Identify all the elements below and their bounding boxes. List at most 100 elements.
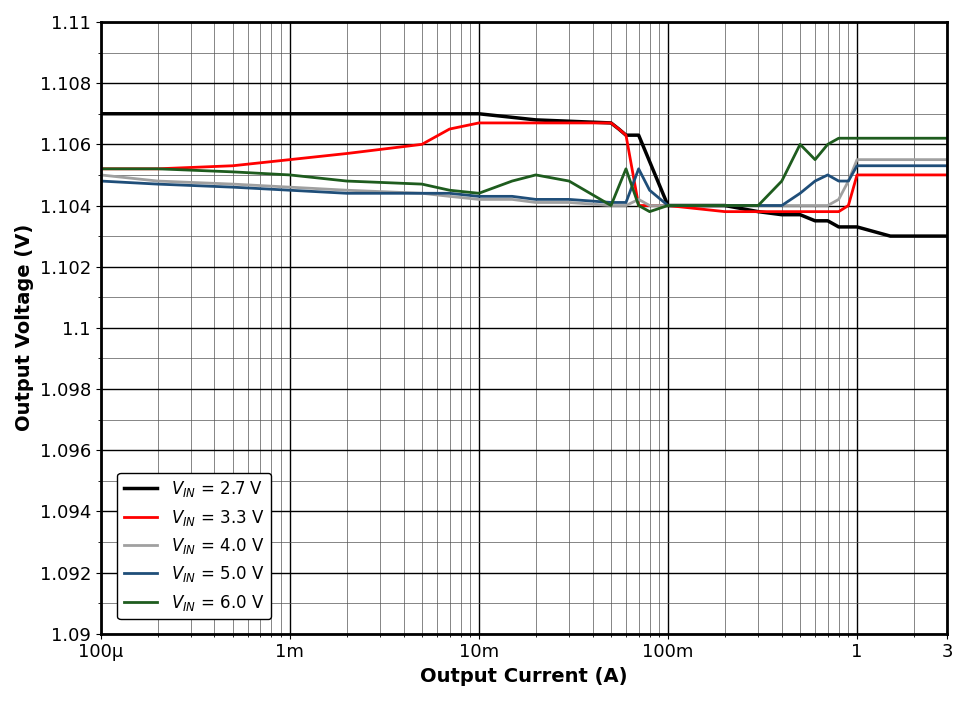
Vⁱₙ = 4.0 V [633, 195, 645, 203]
Vⁱₙ = 5.0 V [284, 186, 295, 194]
X-axis label: Output Current (A): Output Current (A) [420, 667, 627, 686]
Vⁱₙ = 3.3 V [473, 118, 485, 127]
Vⁱₙ = 2.7 V [416, 109, 428, 118]
Vⁱₙ = 2.7 V [832, 223, 844, 231]
Vⁱₙ = 4.0 V [908, 156, 920, 164]
Vⁱₙ = 5.0 V [605, 198, 617, 207]
Vⁱₙ = 2.7 V [809, 217, 821, 225]
Vⁱₙ = 5.0 V [719, 201, 731, 210]
Vⁱₙ = 5.0 V [822, 171, 833, 179]
Vⁱₙ = 4.0 V [644, 201, 655, 210]
Vⁱₙ = 4.0 V [822, 201, 833, 210]
Vⁱₙ = 4.0 V [776, 201, 788, 210]
Vⁱₙ = 5.0 V [227, 183, 239, 191]
Vⁱₙ = 5.0 V [529, 195, 541, 203]
Vⁱₙ = 3.3 V [809, 207, 821, 216]
Vⁱₙ = 4.0 V [341, 186, 352, 194]
Vⁱₙ = 2.7 V [95, 109, 106, 118]
Vⁱₙ = 3.3 V [942, 171, 953, 179]
Vⁱₙ = 4.0 V [95, 171, 106, 179]
Vⁱₙ = 5.0 V [926, 161, 938, 170]
Vⁱₙ = 2.7 V [529, 116, 541, 124]
Vⁱₙ = 5.0 V [416, 189, 428, 198]
Vⁱₙ = 2.7 V [776, 210, 788, 219]
Vⁱₙ = 2.7 V [822, 217, 833, 225]
Vⁱₙ = 6.0 V [719, 201, 731, 210]
Vⁱₙ = 3.3 V [662, 201, 674, 210]
Vⁱₙ = 4.0 V [620, 201, 632, 210]
Vⁱₙ = 5.0 V [809, 177, 821, 185]
Vⁱₙ = 3.3 V [851, 171, 862, 179]
Vⁱₙ = 5.0 V [832, 177, 844, 185]
Vⁱₙ = 3.3 V [227, 161, 239, 170]
Vⁱₙ = 2.7 V [613, 125, 624, 133]
Vⁱₙ = 4.0 V [227, 180, 239, 189]
Vⁱₙ = 5.0 V [644, 186, 655, 194]
Vⁱₙ = 2.7 V [473, 109, 485, 118]
Vⁱₙ = 4.0 V [473, 195, 485, 203]
Vⁱₙ = 2.7 V [284, 109, 295, 118]
Vⁱₙ = 6.0 V [809, 156, 821, 164]
Vⁱₙ = 4.0 V [152, 177, 164, 185]
Vⁱₙ = 5.0 V [473, 192, 485, 200]
Vⁱₙ = 5.0 V [885, 161, 896, 170]
Vⁱₙ = 2.7 V [152, 109, 164, 118]
Vⁱₙ = 3.3 V [885, 171, 896, 179]
Vⁱₙ = 4.0 V [443, 192, 455, 200]
Vⁱₙ = 2.7 V [719, 201, 731, 210]
Vⁱₙ = 3.3 V [152, 165, 164, 173]
Vⁱₙ = 6.0 V [563, 177, 575, 185]
Vⁱₙ = 5.0 V [942, 161, 953, 170]
Vⁱₙ = 3.3 V [842, 201, 854, 210]
Vⁱₙ = 4.0 V [529, 198, 541, 207]
Vⁱₙ = 6.0 V [605, 201, 617, 210]
Vⁱₙ = 3.3 V [822, 207, 833, 216]
Vⁱₙ = 3.3 V [832, 207, 844, 216]
Vⁱₙ = 3.3 V [341, 149, 352, 158]
Vⁱₙ = 4.0 V [885, 156, 896, 164]
Vⁱₙ = 6.0 V [795, 140, 806, 149]
Vⁱₙ = 5.0 V [795, 189, 806, 198]
Vⁱₙ = 6.0 V [942, 134, 953, 142]
Vⁱₙ = 3.3 V [416, 140, 428, 149]
Vⁱₙ = 5.0 V [152, 180, 164, 189]
Y-axis label: Output Voltage (V): Output Voltage (V) [15, 224, 34, 432]
Vⁱₙ = 4.0 V [506, 195, 518, 203]
Vⁱₙ = 5.0 V [851, 161, 862, 170]
Vⁱₙ = 5.0 V [842, 177, 854, 185]
Vⁱₙ = 4.0 V [851, 156, 862, 164]
Vⁱₙ = 5.0 V [908, 161, 920, 170]
Vⁱₙ = 4.0 V [662, 201, 674, 210]
Vⁱₙ = 2.7 V [443, 109, 455, 118]
Vⁱₙ = 3.3 V [613, 125, 624, 133]
Vⁱₙ = 4.0 V [416, 189, 428, 198]
Vⁱₙ = 3.3 V [95, 165, 106, 173]
Vⁱₙ = 4.0 V [563, 198, 575, 207]
Vⁱₙ = 2.7 V [662, 201, 674, 210]
Line: Vⁱₙ = 4.0 V: Vⁱₙ = 4.0 V [101, 160, 948, 205]
Vⁱₙ = 3.3 V [633, 201, 645, 210]
Vⁱₙ = 6.0 V [662, 201, 674, 210]
Vⁱₙ = 6.0 V [908, 134, 920, 142]
Legend: $V_{IN}$ = 2.7 V, $V_{IN}$ = 3.3 V, $V_{IN}$ = 4.0 V, $V_{IN}$ = 5.0 V, $V_{IN}$: $V_{IN}$ = 2.7 V, $V_{IN}$ = 3.3 V, $V_{… [117, 472, 271, 619]
Vⁱₙ = 3.3 V [795, 207, 806, 216]
Vⁱₙ = 2.7 V [851, 223, 862, 231]
Line: Vⁱₙ = 6.0 V: Vⁱₙ = 6.0 V [101, 138, 948, 212]
Vⁱₙ = 5.0 V [620, 198, 632, 207]
Vⁱₙ = 4.0 V [942, 156, 953, 164]
Vⁱₙ = 3.3 V [506, 118, 518, 127]
Vⁱₙ = 3.3 V [926, 171, 938, 179]
Vⁱₙ = 2.7 V [752, 207, 764, 216]
Vⁱₙ = 6.0 V [842, 134, 854, 142]
Vⁱₙ = 6.0 V [776, 177, 788, 185]
Vⁱₙ = 5.0 V [443, 189, 455, 198]
Vⁱₙ = 4.0 V [832, 195, 844, 203]
Vⁱₙ = 6.0 V [926, 134, 938, 142]
Vⁱₙ = 5.0 V [563, 195, 575, 203]
Line: Vⁱₙ = 5.0 V: Vⁱₙ = 5.0 V [101, 165, 948, 205]
Vⁱₙ = 6.0 V [529, 171, 541, 179]
Vⁱₙ = 2.7 V [227, 109, 239, 118]
Vⁱₙ = 4.0 V [926, 156, 938, 164]
Vⁱₙ = 5.0 V [95, 177, 106, 185]
Vⁱₙ = 3.3 V [284, 156, 295, 164]
